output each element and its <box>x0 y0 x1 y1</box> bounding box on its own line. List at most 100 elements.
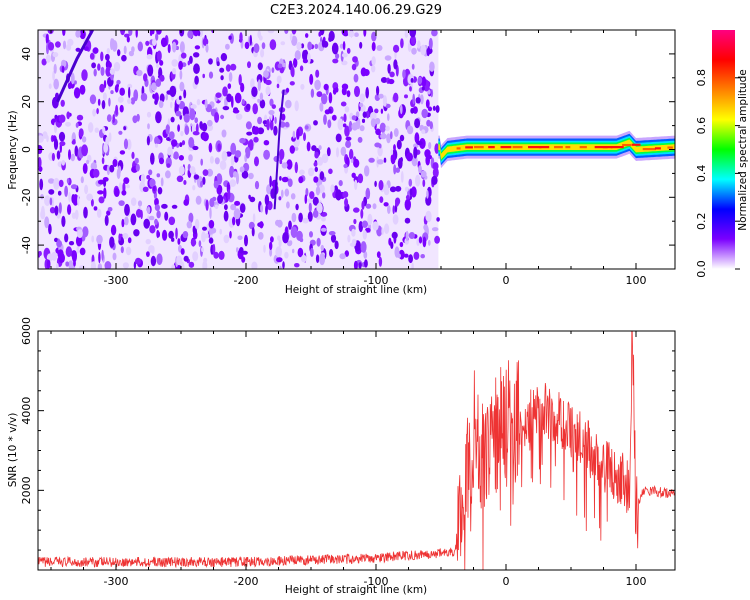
noise-cell <box>378 180 384 191</box>
noise-cell <box>264 194 270 206</box>
noise-cell <box>421 108 429 119</box>
noise-cell <box>126 139 132 151</box>
noise-cell <box>391 231 398 239</box>
noise-cell <box>121 190 127 196</box>
noise-cell <box>285 87 290 93</box>
noise-cell <box>353 260 358 269</box>
noise-cell <box>342 41 346 51</box>
noise-cell <box>331 42 339 55</box>
noise-cell <box>214 204 219 210</box>
noise-cell <box>252 103 258 115</box>
noise-cell <box>192 30 200 37</box>
noise-cell <box>108 97 111 107</box>
noise-cell <box>90 162 98 171</box>
noise-cell <box>151 82 157 91</box>
noise-cell <box>219 67 225 73</box>
noise-cell <box>279 176 282 181</box>
noise-cell <box>105 53 110 61</box>
noise-cell <box>202 122 208 132</box>
noise-cell <box>146 54 153 60</box>
noise-cell <box>152 38 157 46</box>
noise-cell <box>360 208 364 219</box>
noise-cell <box>199 121 203 130</box>
noise-cell <box>294 100 299 112</box>
noise-cell <box>223 210 229 222</box>
noise-cell <box>140 209 143 220</box>
noise-cell <box>307 211 313 222</box>
noise-cell <box>410 107 415 114</box>
noise-cell <box>404 253 409 258</box>
noise-cell <box>203 257 208 263</box>
noise-cell <box>192 251 199 262</box>
noise-cell <box>321 39 326 48</box>
noise-cell <box>176 255 183 266</box>
y-tick-label: 2000 <box>20 476 33 504</box>
noise-cell <box>263 140 270 146</box>
noise-cell <box>411 63 415 70</box>
noise-cell <box>354 32 359 37</box>
noise-cell <box>110 224 117 236</box>
noise-cell <box>113 61 121 72</box>
noise-cell <box>361 118 366 123</box>
noise-cell <box>410 78 414 83</box>
noise-cell <box>346 47 351 54</box>
noise-cell <box>193 52 200 58</box>
noise-cell <box>393 92 399 103</box>
noise-cell <box>164 211 169 221</box>
noise-cell <box>148 245 155 253</box>
noise-cell <box>431 30 438 37</box>
noise-cell <box>364 165 370 177</box>
noise-cell <box>74 145 79 157</box>
noise-cell <box>404 217 411 224</box>
spectrogram-signal-band <box>438 130 675 169</box>
noise-cell <box>200 180 203 188</box>
noise-cell <box>239 203 246 214</box>
noise-cell <box>101 100 106 110</box>
noise-cell <box>61 159 65 166</box>
noise-cell <box>406 125 414 135</box>
noise-cell <box>145 238 151 245</box>
noise-cell <box>96 208 102 218</box>
noise-cell <box>392 214 399 225</box>
noise-cell <box>51 152 56 162</box>
noise-cell <box>171 139 178 147</box>
noise-cell <box>79 84 86 95</box>
noise-cell <box>192 145 199 151</box>
noise-cell <box>265 79 272 86</box>
noise-cell <box>169 85 177 98</box>
noise-cell <box>367 213 373 226</box>
noise-cell <box>155 33 159 41</box>
noise-cell <box>304 125 309 130</box>
noise-cell <box>289 60 292 65</box>
noise-cell <box>208 219 215 229</box>
noise-cell <box>285 99 292 109</box>
noise-cell <box>349 148 354 160</box>
noise-cell <box>302 217 309 224</box>
noise-cell <box>122 233 129 239</box>
noise-cell <box>109 164 115 173</box>
noise-cell <box>243 162 250 172</box>
noise-cell <box>61 215 66 228</box>
noise-cell <box>231 95 234 108</box>
noise-cell <box>304 194 308 205</box>
noise-cell <box>410 186 417 198</box>
noise-cell <box>286 201 290 209</box>
noise-cell <box>220 114 225 120</box>
noise-cell <box>119 150 126 155</box>
noise-cell <box>260 48 265 58</box>
noise-cell <box>123 45 127 55</box>
noise-cell <box>239 247 244 254</box>
noise-cell <box>168 131 175 140</box>
noise-cell <box>332 88 337 95</box>
snr-panel: -300 -200 -100 0 100 2000 4000 6000 Height of … <box>7 317 676 596</box>
noise-cell <box>103 187 107 199</box>
noise-cell <box>219 228 222 235</box>
noise-cell <box>314 43 319 50</box>
noise-cell <box>282 62 286 68</box>
noise-cell <box>380 77 388 83</box>
noise-cell <box>425 154 431 166</box>
noise-cell <box>331 114 337 121</box>
noise-cell <box>216 184 222 195</box>
noise-cell <box>182 231 189 239</box>
noise-cell <box>418 236 423 244</box>
